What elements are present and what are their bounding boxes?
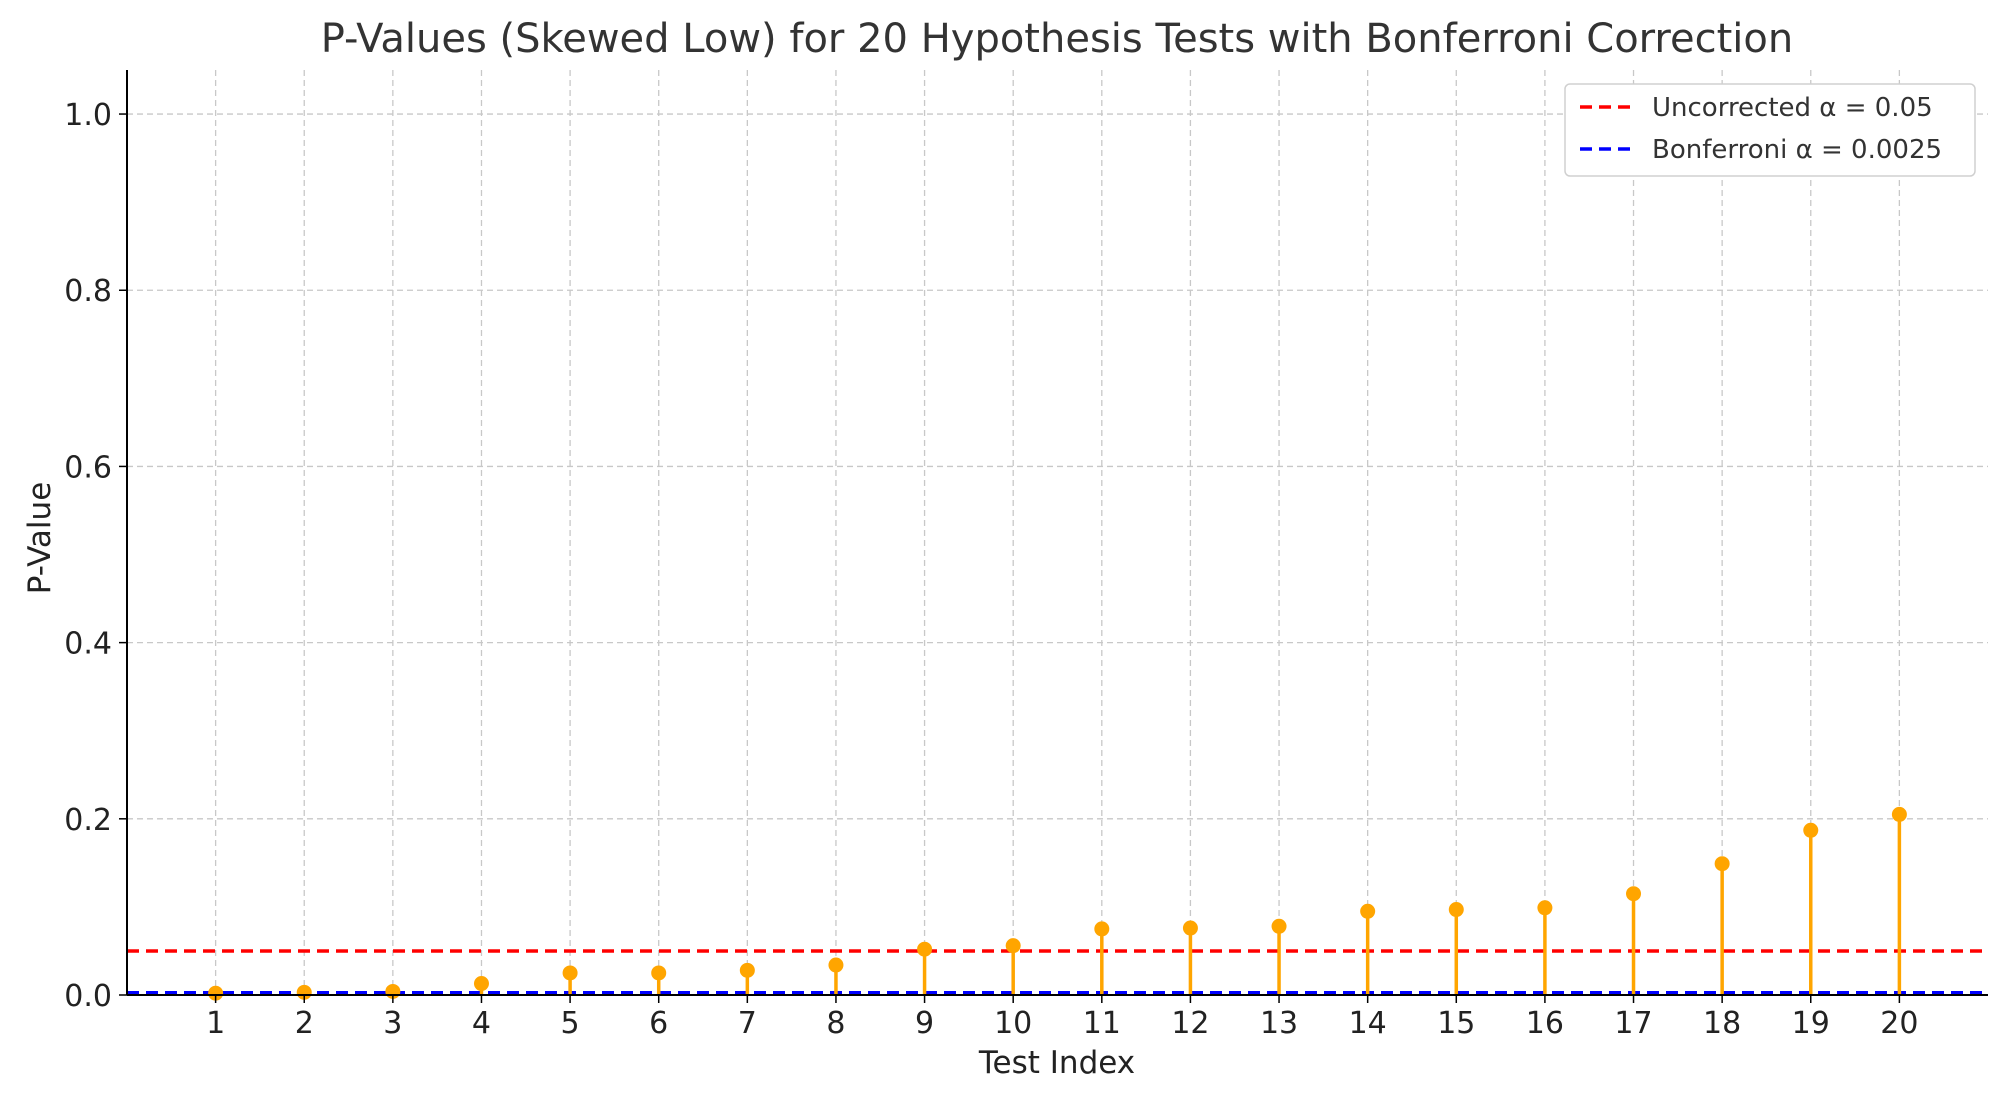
x-tick-label-8: 8 — [826, 1006, 845, 1041]
y-axis-label: P-Value — [22, 482, 58, 595]
y-tick-label-3: 0.4 — [64, 627, 112, 662]
x-tick-label-15: 15 — [1437, 1006, 1475, 1041]
x-tick-label-11: 11 — [1083, 1006, 1121, 1041]
x-tick-label-4: 4 — [472, 1006, 491, 1041]
data-point-20 — [1891, 806, 1907, 822]
x-tick-label-2: 2 — [295, 1006, 314, 1041]
data-point-17 — [1626, 886, 1642, 902]
x-tick-label-18: 18 — [1703, 1006, 1741, 1041]
x-tick-label-9: 9 — [915, 1006, 934, 1041]
data-point-16 — [1537, 900, 1553, 916]
stems — [213, 814, 1902, 995]
data-point-1 — [208, 985, 224, 1001]
x-tick-label-13: 13 — [1260, 1006, 1298, 1041]
axes — [126, 70, 1988, 996]
data-point-8 — [828, 957, 844, 973]
legend: Uncorrected α = 0.05 Bonferroni α = 0.002… — [1564, 83, 1976, 177]
data-point-18 — [1714, 856, 1730, 872]
x-tick-label-5: 5 — [561, 1006, 580, 1041]
data-point-10 — [1005, 938, 1021, 954]
data-point-11 — [1094, 921, 1110, 937]
data-point-14 — [1360, 903, 1376, 919]
data-point-5 — [562, 965, 578, 981]
legend-label-2: Bonferroni α = 0.0025 — [1652, 135, 1942, 165]
x-tick-label-1: 1 — [206, 1006, 225, 1041]
legend-frame — [1564, 83, 1976, 177]
chart-title: P-Values (Skewed Low) for 20 Hypothesis … — [321, 16, 1793, 62]
data-point-4 — [473, 976, 489, 992]
data-point-6 — [651, 965, 667, 981]
x-axis-label: Test Index — [978, 1045, 1135, 1081]
data-point-7 — [739, 962, 755, 978]
reference-lines — [127, 949, 1988, 995]
y-tick-label-6: 1.0 — [64, 98, 112, 133]
data-point-12 — [1182, 920, 1198, 936]
y-tick-label-1: 0.0 — [64, 979, 112, 1014]
ticks: 1 2 3 4 5 6 7 8 9 10 11 12 13 14 15 16 17 18 19 200.00.20.4… — [64, 98, 1918, 1041]
data-point-19 — [1803, 822, 1819, 838]
x-tick-label-6: 6 — [649, 1006, 668, 1041]
x-tick-label-10: 10 — [994, 1006, 1032, 1041]
x-tick-label-17: 17 — [1614, 1006, 1652, 1041]
x-tick-label-16: 16 — [1526, 1006, 1564, 1041]
legend-label-1: Uncorrected α = 0.05 — [1652, 93, 1933, 123]
data-point-9 — [917, 941, 933, 957]
data-point-2 — [296, 984, 312, 1000]
x-tick-label-3: 3 — [383, 1006, 402, 1041]
grid — [127, 70, 1988, 996]
y-tick-label-5: 0.8 — [64, 274, 112, 309]
x-tick-label-12: 12 — [1171, 1006, 1209, 1041]
markers — [208, 806, 1907, 1001]
x-tick-label-19: 19 — [1792, 1006, 1830, 1041]
y-tick-label-4: 0.6 — [64, 450, 112, 485]
x-tick-label-7: 7 — [738, 1006, 757, 1041]
data-point-15 — [1448, 902, 1464, 918]
data-point-13 — [1271, 918, 1287, 934]
x-tick-label-20: 20 — [1880, 1006, 1918, 1041]
x-tick-label-14: 14 — [1349, 1006, 1387, 1041]
y-tick-label-2: 0.2 — [64, 803, 112, 838]
